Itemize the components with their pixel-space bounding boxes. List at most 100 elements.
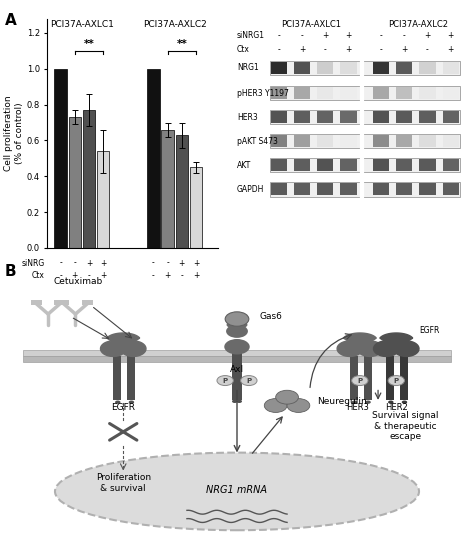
Text: +: + bbox=[86, 259, 92, 268]
Text: -: - bbox=[277, 45, 280, 54]
Text: -: - bbox=[301, 31, 303, 41]
Text: Survival signal
& therapeutic
escape: Survival signal & therapeutic escape bbox=[372, 411, 438, 441]
Text: PCI37A-AXLC2: PCI37A-AXLC2 bbox=[143, 20, 207, 29]
Text: HER2: HER2 bbox=[385, 403, 408, 411]
Text: Proliferation
& survival: Proliferation & survival bbox=[96, 473, 151, 493]
Bar bbox=[31, 300, 42, 305]
Bar bbox=[175, 135, 188, 248]
Bar bbox=[270, 182, 460, 197]
Bar bbox=[271, 62, 287, 74]
Bar bbox=[340, 183, 356, 196]
Circle shape bbox=[232, 400, 237, 403]
Polygon shape bbox=[393, 341, 419, 357]
Text: +: + bbox=[401, 45, 408, 54]
Bar bbox=[340, 87, 356, 99]
Bar bbox=[97, 151, 109, 248]
Circle shape bbox=[241, 376, 257, 385]
Polygon shape bbox=[120, 341, 146, 357]
Text: +: + bbox=[299, 45, 305, 54]
Circle shape bbox=[388, 400, 393, 404]
Bar bbox=[317, 135, 333, 147]
Text: +: + bbox=[193, 271, 199, 280]
Text: P: P bbox=[246, 377, 251, 384]
Polygon shape bbox=[380, 333, 413, 349]
Text: -: - bbox=[88, 271, 91, 280]
Bar bbox=[58, 300, 69, 305]
Text: A: A bbox=[5, 13, 17, 28]
Bar bbox=[396, 87, 412, 99]
Bar bbox=[83, 110, 95, 248]
Circle shape bbox=[365, 400, 371, 404]
Text: pHER3 Y1197: pHER3 Y1197 bbox=[237, 88, 289, 98]
Bar bbox=[317, 183, 333, 196]
Text: -: - bbox=[59, 271, 62, 280]
Bar bbox=[271, 183, 287, 196]
Bar bbox=[443, 135, 459, 147]
Polygon shape bbox=[374, 341, 399, 357]
Polygon shape bbox=[357, 341, 383, 357]
Text: GAPDH: GAPDH bbox=[237, 185, 264, 194]
Bar bbox=[271, 135, 287, 147]
Bar bbox=[419, 62, 436, 74]
Text: -: - bbox=[152, 271, 155, 280]
Text: P: P bbox=[223, 377, 228, 384]
Text: siNRG1: siNRG1 bbox=[237, 31, 265, 41]
Text: -: - bbox=[152, 259, 155, 268]
Circle shape bbox=[352, 400, 357, 404]
Bar bbox=[419, 183, 436, 196]
Text: PCI37A-AXLC1: PCI37A-AXLC1 bbox=[282, 20, 341, 29]
Text: **: ** bbox=[176, 39, 187, 49]
Circle shape bbox=[115, 400, 120, 404]
Bar bbox=[294, 135, 310, 147]
Bar bbox=[55, 69, 67, 248]
Text: +: + bbox=[100, 259, 106, 268]
Circle shape bbox=[217, 376, 233, 385]
Bar bbox=[317, 111, 333, 123]
Bar bbox=[294, 62, 310, 74]
Bar bbox=[270, 86, 460, 100]
Bar bbox=[396, 62, 412, 74]
Text: +: + bbox=[193, 259, 199, 268]
Bar bbox=[443, 87, 459, 99]
Text: -: - bbox=[380, 45, 383, 54]
Text: P: P bbox=[394, 377, 399, 384]
Text: pAKT S473: pAKT S473 bbox=[237, 137, 278, 146]
Text: +: + bbox=[72, 271, 78, 280]
Polygon shape bbox=[344, 333, 376, 349]
Bar bbox=[373, 135, 389, 147]
Text: +: + bbox=[447, 31, 454, 41]
Circle shape bbox=[226, 325, 248, 338]
Text: Axl: Axl bbox=[230, 365, 244, 374]
Bar bbox=[396, 135, 412, 147]
Bar bbox=[340, 62, 356, 74]
Bar bbox=[396, 183, 412, 196]
Polygon shape bbox=[337, 341, 363, 357]
Bar bbox=[127, 356, 135, 400]
Bar bbox=[350, 356, 358, 400]
Bar bbox=[364, 356, 372, 400]
Bar bbox=[373, 111, 389, 123]
Bar bbox=[271, 111, 287, 123]
Bar bbox=[294, 159, 310, 171]
Bar bbox=[419, 111, 436, 123]
Bar bbox=[23, 350, 451, 356]
Circle shape bbox=[224, 339, 250, 354]
Text: +: + bbox=[100, 271, 106, 280]
Bar bbox=[443, 62, 459, 74]
Text: NRG1: NRG1 bbox=[237, 63, 259, 72]
Bar bbox=[396, 159, 412, 171]
Circle shape bbox=[287, 399, 310, 413]
Bar bbox=[55, 300, 65, 305]
Bar bbox=[340, 111, 356, 123]
Bar bbox=[400, 356, 408, 400]
Circle shape bbox=[402, 400, 407, 404]
Bar bbox=[270, 61, 460, 75]
Bar bbox=[23, 356, 451, 362]
Text: +: + bbox=[345, 45, 352, 54]
Bar bbox=[294, 87, 310, 99]
Text: Ctx: Ctx bbox=[237, 45, 250, 54]
Text: B: B bbox=[5, 264, 17, 279]
Bar bbox=[113, 356, 121, 400]
Text: -: - bbox=[166, 259, 169, 268]
Circle shape bbox=[225, 312, 249, 326]
